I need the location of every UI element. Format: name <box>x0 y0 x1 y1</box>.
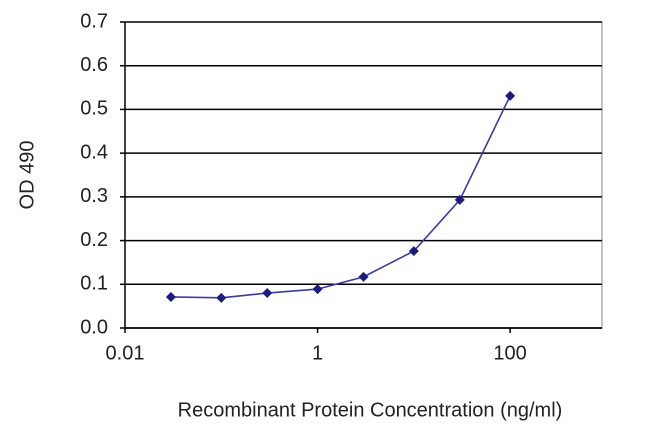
data-point <box>454 194 465 205</box>
y-tick-label: 0.4 <box>80 141 108 163</box>
data-line <box>170 95 511 299</box>
x-tick-label: 100 <box>493 342 526 364</box>
y-tick-label: 0.7 <box>80 10 108 32</box>
data-point <box>165 291 176 302</box>
x-tick-label: 0.01 <box>106 342 145 364</box>
y-axis-title: OD 490 <box>16 141 38 210</box>
y-tick-label: 0.0 <box>80 316 108 338</box>
data-point <box>505 90 516 101</box>
data-point <box>312 284 323 295</box>
x-tick-label: 1 <box>312 342 323 364</box>
data-point <box>408 246 419 257</box>
y-tick-label: 0.5 <box>80 98 108 120</box>
y-tick-label: 0.6 <box>80 54 108 76</box>
data-point <box>358 271 369 282</box>
x-axis-title: Recombinant Protein Concentration (ng/ml… <box>178 399 563 421</box>
data-point <box>262 288 273 299</box>
y-tick-label: 0.1 <box>80 273 108 295</box>
data-point <box>216 292 227 303</box>
plot-area <box>124 21 603 329</box>
y-tick-label: 0.3 <box>80 185 108 207</box>
y-tick-label: 0.2 <box>80 229 108 251</box>
